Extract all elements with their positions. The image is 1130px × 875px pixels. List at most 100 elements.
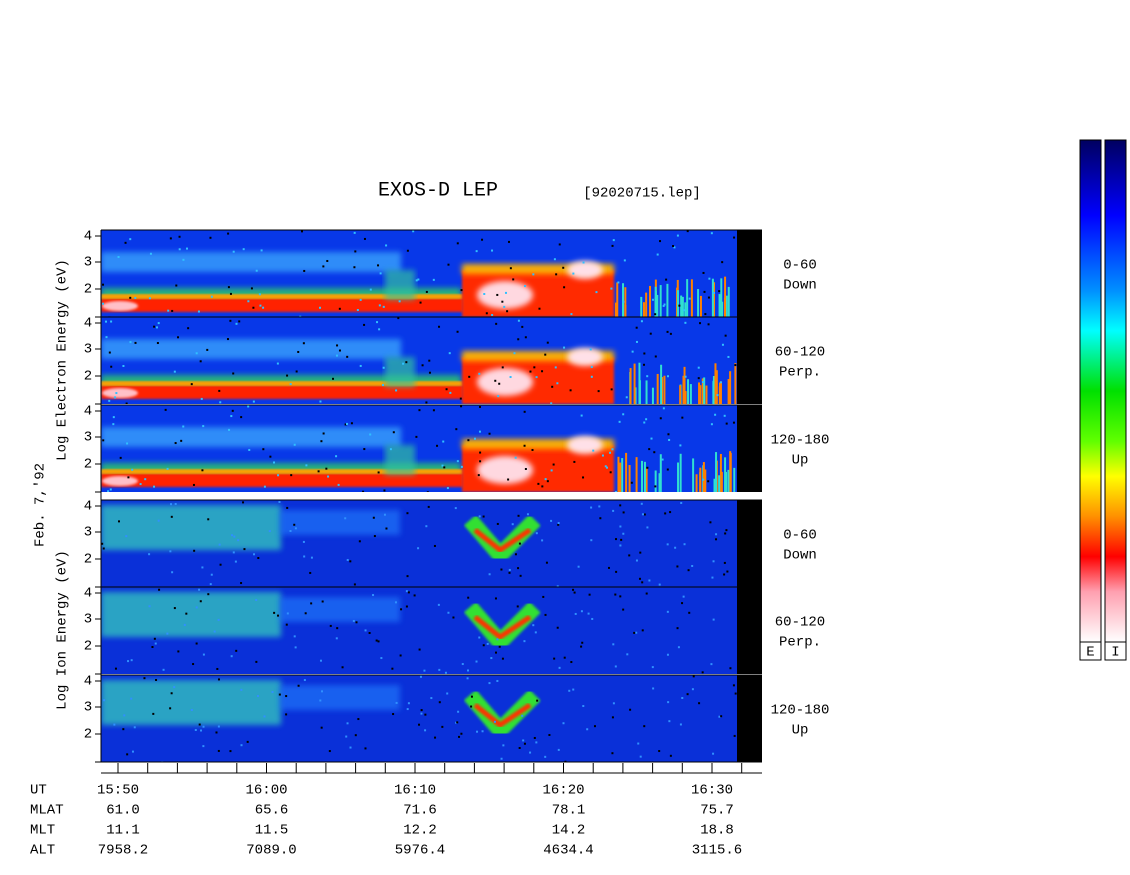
- time-label: 15:50: [97, 783, 139, 799]
- speckle: [448, 352, 451, 355]
- y-tick-label: 4: [84, 316, 92, 332]
- speckle: [611, 244, 614, 247]
- speckle: [681, 416, 684, 419]
- speckle: [523, 640, 526, 643]
- speckle: [666, 330, 669, 333]
- y-tick-label: 4: [84, 499, 92, 515]
- speckle: [258, 293, 261, 296]
- speckle: [723, 573, 726, 576]
- speckle: [599, 517, 602, 520]
- speckle: [192, 663, 195, 666]
- speckle: [622, 413, 625, 416]
- speckle: [485, 312, 488, 315]
- speckle: [286, 612, 289, 615]
- angle-label: 0-60: [783, 258, 817, 274]
- speckle: [554, 366, 557, 369]
- spike: [654, 286, 657, 317]
- speckle: [666, 375, 669, 378]
- speckle: [568, 689, 571, 692]
- row-label: MLT: [30, 823, 55, 839]
- speckle: [273, 611, 276, 614]
- spike: [680, 295, 683, 317]
- speckle: [202, 745, 205, 748]
- speckle: [612, 702, 615, 705]
- speckle: [522, 739, 525, 742]
- speckle: [195, 606, 198, 609]
- speckle: [643, 513, 646, 516]
- speckle: [635, 326, 638, 329]
- spike: [624, 287, 627, 317]
- speckle: [250, 287, 253, 290]
- speckle: [667, 701, 670, 704]
- speckle: [563, 286, 566, 289]
- speckle: [545, 561, 548, 564]
- speckle: [202, 653, 205, 656]
- speckle: [517, 338, 520, 341]
- speckle: [227, 286, 230, 289]
- orbit-value: 18.8: [700, 823, 734, 839]
- speckle: [637, 742, 640, 745]
- speckle: [155, 678, 158, 681]
- speckle: [125, 535, 128, 538]
- speckle: [199, 360, 202, 363]
- speckle: [676, 234, 679, 237]
- speckle: [544, 478, 547, 481]
- speckle: [563, 656, 566, 659]
- speckle: [397, 317, 400, 320]
- speckle: [683, 309, 686, 312]
- speckle: [102, 547, 105, 550]
- speckle: [551, 385, 554, 388]
- speckle: [247, 300, 250, 303]
- hot-edge: [462, 439, 614, 449]
- y-tick-label: 2: [84, 639, 92, 655]
- speckle: [377, 640, 380, 643]
- spike: [718, 475, 721, 492]
- spike: [714, 363, 717, 404]
- speckle: [651, 666, 654, 669]
- spike: [724, 276, 727, 317]
- speckle: [198, 588, 201, 591]
- speckle: [170, 515, 173, 518]
- speckle: [653, 451, 656, 454]
- speckle: [406, 708, 409, 711]
- speckle: [169, 707, 172, 710]
- speckle: [377, 264, 380, 267]
- speckle: [523, 444, 526, 447]
- speckle: [319, 659, 322, 662]
- orbit-value: 11.1: [106, 823, 140, 839]
- speckle: [521, 714, 524, 717]
- spike: [624, 304, 627, 317]
- speckle: [667, 433, 670, 436]
- spike: [633, 363, 636, 404]
- spike: [727, 286, 730, 317]
- speckle: [563, 346, 566, 349]
- speckle: [109, 488, 112, 491]
- speckle: [207, 518, 210, 521]
- v-core: [473, 614, 532, 641]
- row-label: MLAT: [30, 803, 64, 819]
- speckle: [335, 637, 338, 640]
- speckle: [271, 691, 274, 694]
- speckle: [650, 437, 653, 440]
- speckle: [322, 432, 325, 435]
- speckle: [329, 624, 332, 627]
- spectrogram-panel: [101, 675, 737, 762]
- speckle: [273, 461, 276, 464]
- speckle: [151, 646, 154, 649]
- speckle: [611, 716, 614, 719]
- speckle: [383, 489, 386, 492]
- speckle: [344, 423, 347, 426]
- speckle: [418, 723, 421, 726]
- speckle: [541, 370, 544, 373]
- speckle: [668, 720, 671, 723]
- speckle: [415, 279, 418, 282]
- speckle: [544, 613, 547, 616]
- speckle: [318, 306, 321, 309]
- speckle: [501, 657, 504, 660]
- speckle: [232, 551, 235, 554]
- speckle: [512, 278, 515, 281]
- speckle: [420, 712, 423, 715]
- speckle: [415, 435, 418, 438]
- cyan-tail: [280, 685, 400, 710]
- speckle: [467, 439, 470, 442]
